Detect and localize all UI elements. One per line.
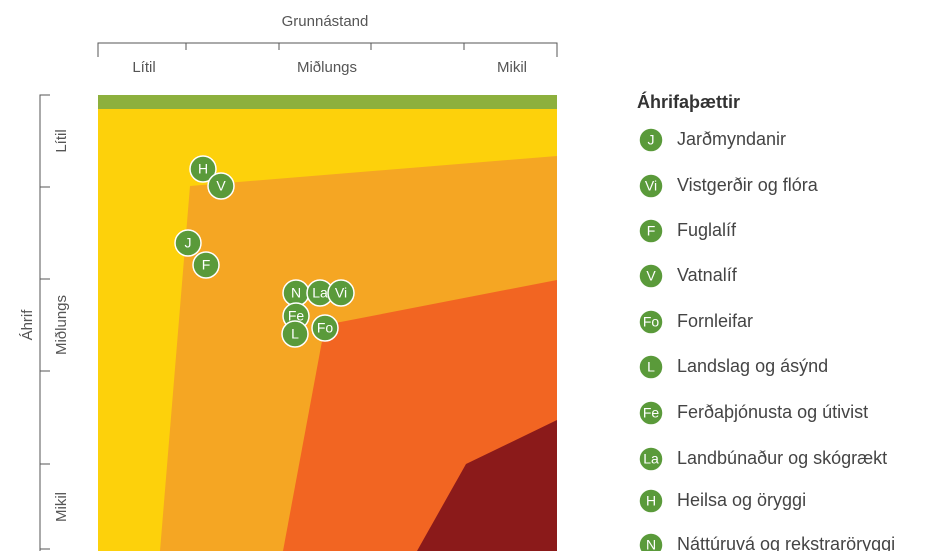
legend-label: Landslag og ásýnd	[677, 356, 828, 376]
badge-code: N	[646, 537, 656, 551]
badge-code: H	[198, 161, 208, 177]
badge-code: F	[202, 257, 211, 273]
legend-label: Ferðaþjónusta og útivist	[677, 402, 868, 422]
badge	[638, 400, 664, 426]
top-axis	[97, 42, 558, 57]
badge	[638, 218, 664, 244]
legend-label: Vistgerðir og flóra	[677, 175, 819, 195]
badge	[281, 320, 309, 348]
x-label: Lítil	[132, 59, 155, 76]
badge	[638, 532, 664, 551]
badge-code: Fo	[317, 320, 334, 336]
legend-label: Fuglalíf	[677, 220, 737, 240]
legend-label: Vatnalíf	[677, 265, 738, 285]
badge	[638, 309, 664, 335]
legend-label: Landbúnaður og skógrækt	[677, 448, 887, 468]
badge-code: Fe	[643, 405, 660, 421]
badge	[638, 354, 664, 380]
badge-code: H	[646, 493, 656, 509]
legend-label: Náttúruvá og rekstraröryggi	[677, 534, 895, 551]
badge	[638, 446, 664, 472]
badge	[327, 279, 355, 307]
y-label: Miðlungs	[53, 295, 70, 355]
badge-code: Fo	[643, 314, 660, 330]
zone-very-high	[417, 420, 557, 551]
legend-label: Fornleifar	[677, 311, 753, 331]
badge	[311, 314, 339, 342]
y-axis-title: Áhrif	[19, 309, 36, 341]
badge-code: L	[647, 359, 655, 375]
badge	[192, 251, 220, 279]
badge	[189, 155, 217, 183]
badge	[638, 263, 664, 289]
badge-code: F	[647, 223, 656, 239]
badge	[638, 127, 664, 153]
legend-label: Heilsa og öryggi	[677, 490, 806, 510]
y-label: Lítil	[53, 129, 70, 152]
badge-code: V	[646, 268, 656, 284]
badge-code: N	[291, 285, 301, 301]
badge	[174, 229, 202, 257]
badge	[638, 488, 664, 514]
x-axis-title: Grunnástand	[282, 13, 369, 30]
badge-code: La	[312, 285, 328, 301]
badge-code: La	[643, 451, 659, 467]
badge	[207, 172, 235, 200]
x-label: Miðlungs	[297, 59, 357, 76]
badge-code: Vi	[335, 285, 347, 301]
left-axis	[39, 94, 50, 551]
zone-none	[98, 95, 557, 109]
badge	[638, 173, 664, 199]
badge-code: V	[216, 178, 226, 194]
legend-label: Jarðmyndanir	[677, 129, 786, 149]
badge-code: Vi	[645, 178, 657, 194]
badge-code: Fe	[288, 308, 305, 324]
x-label: Mikil	[497, 59, 527, 76]
badge-code: J	[648, 132, 655, 148]
badge-code: L	[291, 326, 299, 342]
legend-title: Áhrifaþættir	[637, 91, 740, 112]
y-label: Mikil	[53, 492, 70, 522]
badge-code: J	[185, 235, 192, 251]
